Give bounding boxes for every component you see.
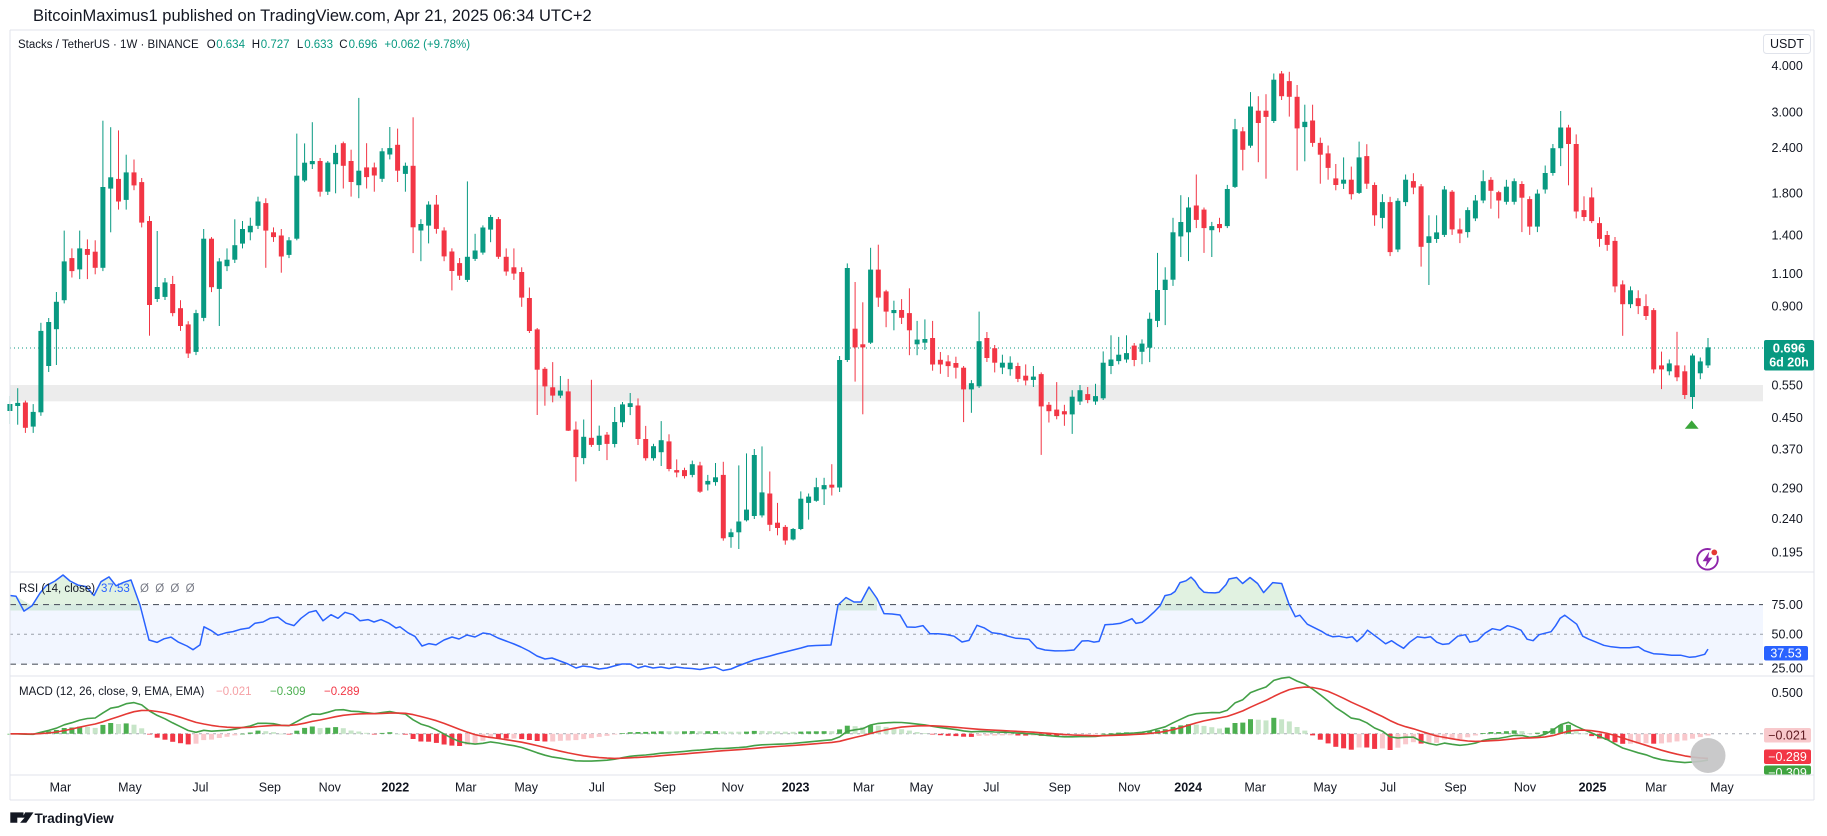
svg-text:Nov: Nov	[721, 781, 744, 795]
svg-text:6d 20h: 6d 20h	[1769, 356, 1809, 370]
svg-text:0.450: 0.450	[1772, 411, 1803, 425]
svg-text:C: C	[339, 39, 347, 51]
svg-text:May: May	[1710, 781, 1734, 795]
svg-text:75.00: 75.00	[1772, 598, 1803, 612]
svg-text:−0.289: −0.289	[1768, 750, 1807, 764]
svg-text:0.500: 0.500	[1772, 686, 1803, 700]
svg-text:Jul: Jul	[983, 781, 999, 795]
svg-text:0.195: 0.195	[1772, 546, 1803, 560]
svg-text:0.696: 0.696	[1773, 341, 1806, 356]
svg-text:3.000: 3.000	[1772, 106, 1803, 120]
svg-text:Mar: Mar	[1244, 781, 1266, 795]
svg-text:May: May	[909, 781, 933, 795]
svg-text:Jul: Jul	[192, 781, 208, 795]
svg-text:0.290: 0.290	[1772, 482, 1803, 496]
svg-text:2022: 2022	[381, 781, 409, 795]
svg-text:Jul: Jul	[1380, 781, 1396, 795]
svg-text:Nov: Nov	[1514, 781, 1537, 795]
svg-text:Ø: Ø	[186, 583, 195, 595]
svg-text:RSI (14, close): RSI (14, close)	[19, 583, 95, 595]
svg-text:0.633: 0.633	[304, 39, 333, 51]
svg-text:25.00: 25.00	[1772, 662, 1803, 676]
svg-text:0.696: 0.696	[349, 39, 378, 51]
svg-text:Nov: Nov	[319, 781, 342, 795]
svg-text:Sep: Sep	[1444, 781, 1466, 795]
svg-text:May: May	[514, 781, 538, 795]
svg-text:37.53: 37.53	[1770, 647, 1801, 661]
svg-text:L: L	[297, 39, 304, 51]
svg-text:Mar: Mar	[853, 781, 875, 795]
svg-text:USDT: USDT	[1770, 37, 1804, 51]
svg-text:50.00: 50.00	[1772, 628, 1803, 642]
svg-text:O: O	[207, 39, 216, 51]
svg-text:May: May	[118, 781, 142, 795]
svg-text:0.634: 0.634	[216, 39, 245, 51]
svg-text:Sep: Sep	[654, 781, 676, 795]
svg-text:2023: 2023	[782, 781, 810, 795]
svg-text:Nov: Nov	[1118, 781, 1141, 795]
svg-text:−0.021: −0.021	[216, 686, 252, 698]
svg-text:Stacks / TetherUS · 1W · BINAN: Stacks / TetherUS · 1W · BINANCE	[18, 39, 199, 51]
svg-text:1.100: 1.100	[1772, 267, 1803, 281]
svg-text:Mar: Mar	[50, 781, 72, 795]
svg-text:Sep: Sep	[1049, 781, 1071, 795]
svg-text:0.370: 0.370	[1772, 443, 1803, 457]
svg-text:4.000: 4.000	[1772, 59, 1803, 73]
svg-text:Mar: Mar	[1645, 781, 1667, 795]
svg-text:37.53: 37.53	[101, 583, 130, 595]
svg-text:−0.289: −0.289	[324, 686, 360, 698]
svg-text:2024: 2024	[1174, 781, 1202, 795]
svg-text:0.240: 0.240	[1772, 512, 1803, 526]
svg-text:−0.309: −0.309	[270, 686, 306, 698]
svg-text:2.400: 2.400	[1772, 141, 1803, 155]
svg-text:+0.062 (+9.78%): +0.062 (+9.78%)	[384, 39, 470, 51]
svg-text:Jul: Jul	[589, 781, 605, 795]
svg-text:H: H	[252, 39, 260, 51]
svg-text:Ø: Ø	[140, 583, 149, 595]
svg-text:0.727: 0.727	[261, 39, 290, 51]
svg-text:1.400: 1.400	[1772, 228, 1803, 242]
svg-text:May: May	[1313, 781, 1337, 795]
svg-text:Ø: Ø	[170, 583, 179, 595]
svg-text:TradingView: TradingView	[35, 811, 115, 826]
svg-text:1.800: 1.800	[1772, 186, 1803, 200]
svg-text:BitcoinMaximus1 published on T: BitcoinMaximus1 published on TradingView…	[33, 7, 592, 25]
svg-text:0.900: 0.900	[1772, 299, 1803, 313]
svg-text:−0.309: −0.309	[1768, 766, 1807, 780]
svg-text:MACD (12, 26, close, 9, EMA, E: MACD (12, 26, close, 9, EMA, EMA)	[19, 686, 205, 698]
svg-text:Mar: Mar	[455, 781, 477, 795]
svg-text:−0.021: −0.021	[1768, 729, 1807, 743]
svg-text:0.550: 0.550	[1772, 379, 1803, 393]
svg-text:2025: 2025	[1579, 781, 1607, 795]
svg-text:Ø: Ø	[155, 583, 164, 595]
svg-text:Sep: Sep	[259, 781, 281, 795]
